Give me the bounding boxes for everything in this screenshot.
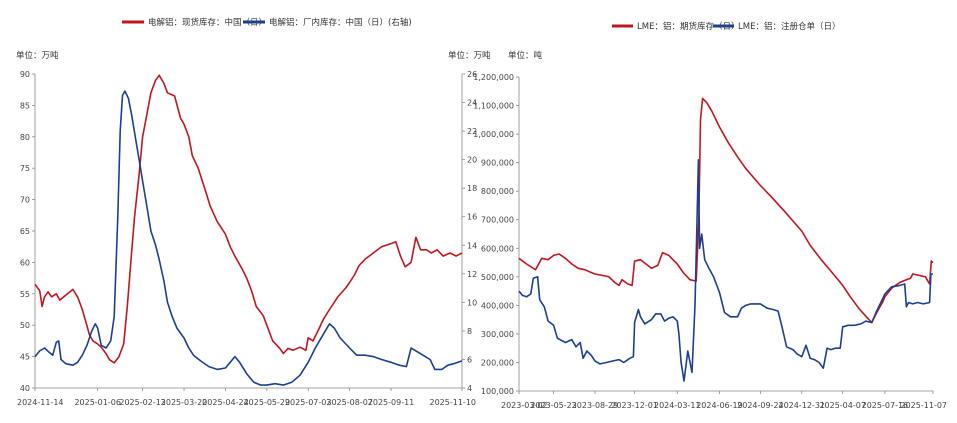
y-tick-label-left: 500,000	[481, 273, 514, 282]
y-tick-label-left: 1,100,000	[473, 102, 514, 111]
x-tick-label: 2025-07-03	[285, 398, 332, 407]
y-tick-label-right: 24	[467, 99, 477, 108]
y-tick-label-left: 65	[20, 227, 30, 236]
y-tick-label-left: 200,000	[481, 358, 514, 367]
x-tick-label: 2025-09-11	[368, 398, 415, 407]
x-tick-label: 2023-03-02	[501, 401, 548, 410]
right-axis-unit: 单位：万吨	[448, 50, 491, 61]
left-chart-axes: 40 45 50 55 60 65 70 75 80 85 90 4 6 8 10 12 14 16 18 20 22 2…	[17, 70, 477, 407]
y-tick-label-right: 14	[467, 241, 477, 250]
right-chart-axes: 100,000 200,000 300,000 400,000 500,000 600,0…	[473, 73, 947, 410]
legend-label-lme-stock: LME：铝：期货库存（日）	[637, 21, 739, 32]
x-tick-label: 2024-09-24	[737, 401, 784, 410]
x-tick-label: 2023-05-23	[530, 401, 577, 410]
series-line-1	[34, 74, 463, 364]
y-tick-label-left: 600,000	[481, 244, 514, 253]
y-tick-label-left: 90	[20, 70, 30, 79]
y-tick-label-left: 75	[20, 164, 30, 173]
x-tick-label: 2025-07-16	[862, 401, 909, 410]
legend-label-lme-warrant: LME：铝：注册仓单（日）	[738, 21, 840, 32]
y-tick-label-left: 300,000	[481, 330, 514, 339]
y-tick-label-right: 12	[467, 270, 477, 279]
left-legend: 电解铝：现货库存：中国（日） 电解铝：厂内库存：中国（日）(右轴)	[122, 17, 412, 28]
x-tick-label: 2024-11-14	[17, 398, 64, 407]
y-tick-label-right: 8	[467, 327, 472, 336]
x-tick-label: 2024-03-11	[654, 401, 701, 410]
right-legend: LME：铝：期货库存（日） LME：铝：注册仓单（日）	[612, 21, 840, 32]
left-axis-unit: 单位：万吨	[16, 50, 59, 61]
x-tick-label: 2025-11-10	[430, 398, 477, 407]
y-tick-label-left: 1,200,000	[473, 73, 514, 82]
y-tick-label-left: 85	[20, 101, 30, 110]
x-tick-label: 2025-08-07	[326, 398, 373, 407]
y-tick-label-right: 16	[467, 213, 477, 222]
x-tick-label: 2025-03-20	[161, 398, 208, 407]
y-tick-label-right: 6	[467, 355, 472, 364]
right-chart-series	[518, 97, 934, 382]
legend-label-spot: 电解铝：现货库存：中国（日）	[148, 17, 267, 28]
x-tick-label: 2025-05-29	[244, 398, 291, 407]
y-tick-label-left: 80	[20, 133, 30, 142]
y-tick-label-right: 26	[467, 70, 477, 79]
y-tick-label-left: 700,000	[481, 216, 514, 225]
x-tick-label: 2025-04-07	[819, 401, 866, 410]
y-tick-label-left: 60	[20, 258, 30, 267]
series-line-1	[518, 97, 934, 324]
y-tick-label-right: 20	[467, 156, 477, 165]
left-chart-series	[34, 74, 463, 386]
y-tick-label-left: 800,000	[481, 187, 514, 196]
y-tick-label-right: 10	[467, 298, 477, 307]
x-tick-label: 2025-11-07	[901, 401, 948, 410]
x-tick-label: 2023-08-29	[572, 401, 619, 410]
y-tick-label-left: 50	[20, 321, 30, 330]
legend-label-plant: 电解铝：厂内库存：中国（日）(右轴)	[269, 17, 412, 28]
y-tick-label-left: 40	[20, 384, 30, 393]
series-line-2	[34, 90, 463, 386]
y-tick-label-left: 45	[20, 353, 30, 362]
y-tick-label-left: 400,000	[481, 301, 514, 310]
y-tick-label-right: 4	[467, 384, 472, 393]
y-tick-label-left: 900,000	[481, 159, 514, 168]
x-tick-label: 2025-01-06	[74, 398, 121, 407]
x-tick-label: 2023-12-01	[611, 401, 658, 410]
x-tick-label: 2025-02-13	[119, 398, 166, 407]
y-tick-label-left: 70	[20, 196, 30, 205]
right-chart-axis-unit: 单位：吨	[508, 50, 543, 61]
left-chart: 电解铝：现货库存：中国（日） 电解铝：厂内库存：中国（日）(右轴) 单位：万吨 …	[16, 17, 491, 407]
x-tick-label: 2024-12-31	[779, 401, 826, 410]
y-tick-label-left: 55	[20, 290, 30, 299]
y-tick-label-left: 1,000,000	[473, 130, 514, 139]
y-tick-label-right: 22	[467, 127, 477, 136]
y-tick-label-left: 100,000	[481, 387, 514, 396]
right-chart: LME：铝：期货库存（日） LME：铝：注册仓单（日） 单位：吨 100,000…	[473, 21, 947, 410]
y-tick-label-right: 18	[467, 184, 477, 193]
x-tick-label: 2024-06-19	[696, 401, 743, 410]
x-tick-label: 2025-04-24	[202, 398, 249, 407]
series-line-2	[518, 159, 933, 382]
